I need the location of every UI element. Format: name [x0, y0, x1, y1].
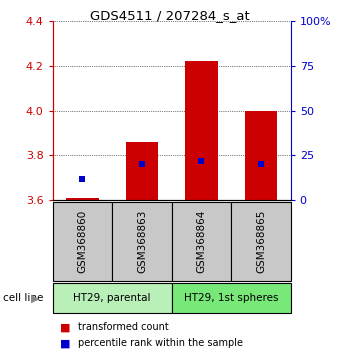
Bar [66, 198, 99, 201]
Text: GDS4511 / 207284_s_at: GDS4511 / 207284_s_at [90, 9, 250, 22]
Bar [125, 142, 158, 201]
Text: HT29, 1st spheres: HT29, 1st spheres [184, 293, 278, 303]
Bar [185, 62, 218, 201]
Text: ■: ■ [59, 338, 70, 348]
Text: GSM368860: GSM368860 [78, 210, 87, 273]
Text: ▶: ▶ [31, 293, 40, 303]
Bar [53, 283, 172, 313]
Text: percentile rank within the sample: percentile rank within the sample [78, 338, 243, 348]
Text: GSM368864: GSM368864 [197, 210, 206, 273]
Text: GSM368865: GSM368865 [256, 210, 266, 273]
Text: transformed count: transformed count [78, 322, 169, 332]
Bar [231, 202, 291, 281]
Bar [172, 283, 291, 313]
Bar [53, 202, 112, 281]
Bar [244, 110, 277, 201]
Text: ■: ■ [59, 322, 70, 332]
Bar [172, 202, 231, 281]
Text: cell line: cell line [3, 293, 44, 303]
Text: GSM368863: GSM368863 [137, 210, 147, 273]
Bar [112, 202, 172, 281]
Text: HT29, parental: HT29, parental [73, 293, 151, 303]
